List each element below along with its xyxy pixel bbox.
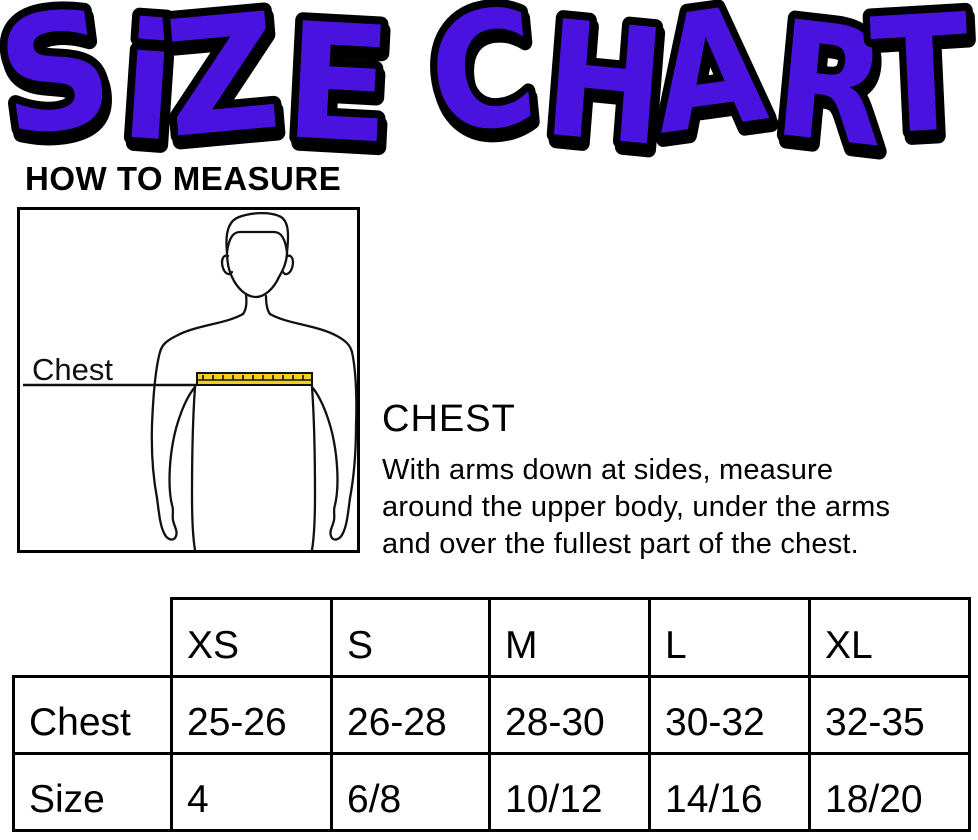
human-figure-illustration: Chest xyxy=(23,211,358,552)
title-word-size: SiZE xyxy=(0,0,396,160)
table-cell: 4 xyxy=(170,752,333,832)
table-cell: 25-26 xyxy=(170,675,333,755)
figure-outline xyxy=(150,211,358,552)
column-header-xl: XL xyxy=(808,597,971,678)
column-header-l: L xyxy=(648,597,811,678)
corner-cell xyxy=(14,599,172,677)
chest-instructions-line: around the upper body, under the arms xyxy=(382,491,891,523)
chest-diagram-label: Chest xyxy=(32,352,113,387)
tape-ticks xyxy=(202,375,304,380)
column-header-s: S xyxy=(330,597,491,678)
column-header-xs: XS xyxy=(170,597,333,678)
title-word-chart: CHART xyxy=(420,0,973,160)
table-cell: 26-28 xyxy=(330,675,491,755)
measuring-tape-icon xyxy=(196,372,313,386)
measurement-diagram: Chest xyxy=(17,207,360,553)
table-cell: 30-32 xyxy=(648,675,811,755)
page-title: SiZE CHART xyxy=(0,0,978,160)
chest-instructions-line: With arms down at sides, measure xyxy=(382,454,834,486)
table-cell: 6/8 xyxy=(330,752,491,832)
table-row-chest: Chest 25-26 26-28 28-30 30-32 32-35 xyxy=(12,675,971,755)
chest-instructions-line: and over the fullest part of the chest. xyxy=(382,528,859,560)
size-table: XS S M L XL Chest 25-26 26-28 28-30 30-3… xyxy=(12,597,971,832)
how-to-measure-heading: HOW TO MEASURE xyxy=(25,160,342,197)
table-cell: 14/16 xyxy=(648,752,811,832)
chest-instructions: With arms down at sides, measure around … xyxy=(382,452,890,563)
row-label-chest: Chest xyxy=(12,675,173,755)
table-cell: 18/20 xyxy=(808,752,971,832)
table-row-size: Size 4 6/8 10/12 14/16 18/20 xyxy=(12,752,971,832)
chest-section-heading: CHEST xyxy=(382,398,516,440)
table-cell: 10/12 xyxy=(488,752,651,832)
table-header-row: XS S M L XL xyxy=(14,597,971,678)
row-label-size: Size xyxy=(12,752,173,832)
table-cell: 32-35 xyxy=(808,675,971,755)
table-cell: 28-30 xyxy=(488,675,651,755)
column-header-m: M xyxy=(488,597,651,678)
